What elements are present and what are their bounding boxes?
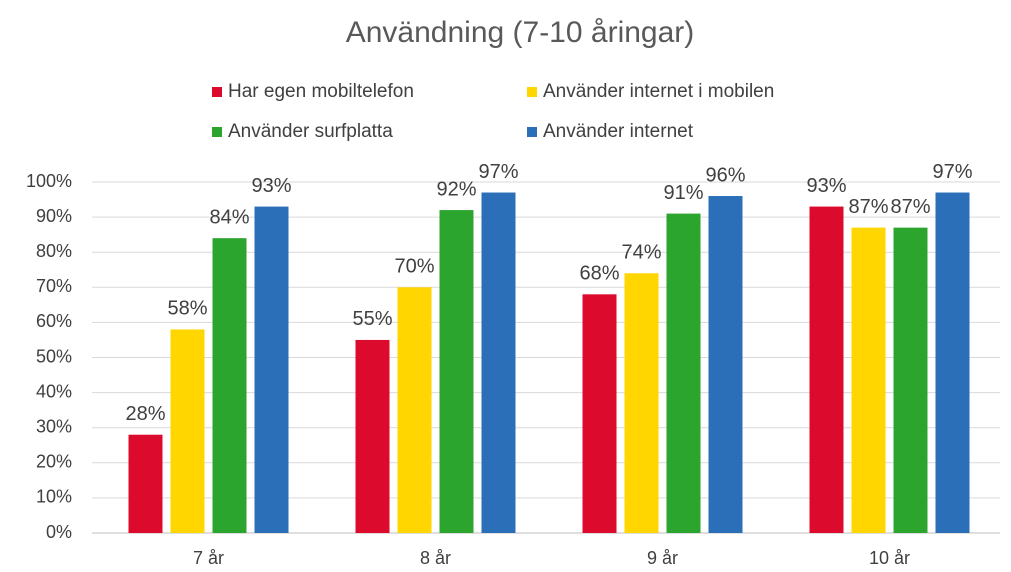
x-tick-label: 10 år bbox=[869, 548, 910, 568]
value-label: 97% bbox=[932, 161, 972, 183]
y-tick-label: 80% bbox=[36, 241, 72, 261]
y-tick-label: 60% bbox=[36, 311, 72, 331]
x-tick-label: 7 år bbox=[193, 548, 224, 568]
legend-swatch bbox=[212, 87, 222, 97]
bar bbox=[254, 206, 289, 533]
bar bbox=[170, 329, 205, 533]
value-label: 93% bbox=[251, 175, 291, 197]
bar bbox=[212, 238, 247, 533]
value-label: 97% bbox=[478, 161, 518, 183]
chart-title: Användning (7-10 åringar) bbox=[346, 16, 695, 49]
bar bbox=[851, 227, 886, 533]
value-label: 28% bbox=[125, 403, 165, 425]
value-label: 87% bbox=[848, 196, 888, 218]
value-label: 91% bbox=[663, 182, 703, 204]
bar bbox=[708, 196, 743, 534]
legend-label: Använder internet bbox=[543, 121, 694, 142]
x-tick-label: 9 år bbox=[647, 548, 678, 568]
bar bbox=[666, 213, 701, 533]
value-label: 92% bbox=[436, 178, 476, 200]
value-label: 74% bbox=[621, 242, 661, 264]
y-tick-label: 100% bbox=[26, 171, 72, 191]
bar bbox=[397, 287, 432, 533]
legend-label: Använder surfplatta bbox=[228, 121, 393, 142]
legend-swatch bbox=[527, 87, 537, 97]
legend-swatch bbox=[527, 127, 537, 137]
bar bbox=[582, 294, 617, 533]
bar bbox=[809, 206, 844, 533]
value-label: 93% bbox=[806, 175, 846, 197]
y-tick-label: 10% bbox=[36, 487, 72, 507]
bar bbox=[128, 434, 163, 533]
y-tick-label: 50% bbox=[36, 346, 72, 366]
bar bbox=[935, 192, 970, 533]
y-tick-label: 90% bbox=[36, 206, 72, 226]
bar bbox=[624, 273, 659, 533]
y-tick-label: 70% bbox=[36, 276, 72, 296]
legend-swatch bbox=[212, 127, 222, 137]
value-label: 58% bbox=[167, 298, 207, 320]
bar bbox=[893, 227, 928, 533]
legend-label: Använder internet i mobilen bbox=[543, 81, 774, 102]
value-label: 84% bbox=[209, 206, 249, 228]
y-tick-label: 30% bbox=[36, 416, 72, 436]
bar bbox=[481, 192, 516, 533]
value-label: 87% bbox=[890, 196, 930, 218]
y-tick-label: 20% bbox=[36, 452, 72, 472]
x-tick-label: 8 år bbox=[420, 548, 451, 568]
legend-label: Har egen mobiltelefon bbox=[228, 81, 414, 102]
y-tick-label: 0% bbox=[46, 522, 72, 542]
value-label: 55% bbox=[352, 308, 392, 330]
value-label: 70% bbox=[394, 256, 434, 278]
bar bbox=[355, 339, 390, 533]
value-label: 96% bbox=[705, 164, 745, 186]
bar bbox=[439, 210, 474, 533]
value-label: 68% bbox=[579, 263, 619, 285]
y-tick-label: 40% bbox=[36, 381, 72, 401]
